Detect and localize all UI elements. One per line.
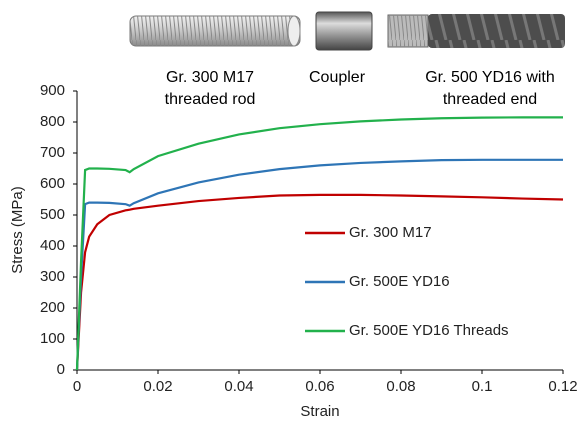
y-tick-label: 800 (40, 113, 65, 130)
coupler-image (316, 12, 372, 50)
x-tick-label: 0.12 (548, 378, 577, 395)
x-tick-label: 0.04 (224, 378, 253, 395)
y-tick-label: 500 (40, 206, 65, 223)
y-tick-label: 200 (40, 299, 65, 316)
y-tick-label: 0 (57, 361, 65, 378)
x-axis-label: Strain (300, 403, 339, 420)
y-tick-label: 100 (40, 330, 65, 347)
legend-label: Gr. 500E YD16 Threads (349, 322, 509, 339)
annotation: threaded rod (165, 91, 256, 108)
y-tick-label: 700 (40, 144, 65, 161)
annotation: threaded end (443, 91, 537, 108)
rebar-image (388, 14, 565, 48)
x-tick-label: 0 (73, 378, 81, 395)
annotation: Gr. 500 YD16 with (425, 69, 555, 86)
annotation: Coupler (309, 69, 366, 86)
y-tick-label: 300 (40, 268, 65, 285)
x-tick-label: 0.1 (472, 378, 493, 395)
annotation: Gr. 300 M17 (166, 69, 254, 86)
y-tick-label: 400 (40, 237, 65, 254)
x-tick-label: 0.06 (305, 378, 334, 395)
x-tick-label: 0.08 (386, 378, 415, 395)
legend-label: Gr. 300 M17 (349, 224, 432, 241)
legend-label: Gr. 500E YD16 (349, 273, 450, 290)
rod-image (130, 16, 300, 46)
page: {"chart_data": {"type": "line", "annotat… (0, 0, 580, 426)
chart: Gr. 300 M17 threaded rod Coupler Gr. 500… (0, 0, 580, 426)
x-tick-label: 0.02 (143, 378, 172, 395)
y-axis-label: Stress (MPa) (9, 186, 26, 274)
y-tick-label: 900 (40, 82, 65, 99)
y-tick-label: 600 (40, 175, 65, 192)
